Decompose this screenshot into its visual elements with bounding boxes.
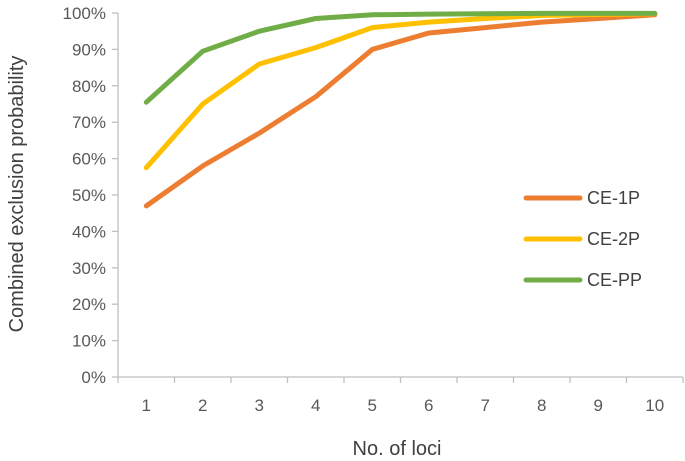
y-tick-label: 0%: [81, 368, 106, 387]
y-tick-label: 90%: [72, 40, 106, 59]
x-tick-label: 4: [311, 396, 320, 415]
y-tick-label: 60%: [72, 150, 106, 169]
y-tick-label: 100%: [63, 4, 106, 23]
y-axis-title: Combined exclusion probability: [6, 56, 28, 333]
x-axis-title: No. of loci: [353, 438, 442, 460]
x-tick-label: 2: [198, 396, 207, 415]
legend: CE-1P CE-2P CE-PP: [523, 188, 642, 290]
series-layer: [143, 10, 658, 209]
y-axis: 0% 10% 20% 30% 40% 50% 60% 70% 80% 90% 100%: [63, 4, 119, 387]
series-line-ce-2p: [143, 11, 658, 171]
series-line-ce-pp: [143, 10, 658, 105]
x-tick-label: 9: [594, 396, 603, 415]
y-tick-label: 70%: [72, 113, 106, 132]
x-tick-label: 1: [142, 396, 151, 415]
legend-label: CE-1P: [587, 188, 640, 208]
x-tick-label: 5: [368, 396, 377, 415]
x-tick-label: 6: [424, 396, 433, 415]
y-tick-label: 50%: [72, 186, 106, 205]
legend-label: CE-2P: [587, 229, 640, 249]
x-axis: 1 2 3 4 5 6 7 8 9 10: [117, 376, 684, 415]
series-line-ce-1p: [143, 12, 658, 209]
x-tick-label: 10: [645, 396, 664, 415]
x-tick-label: 8: [537, 396, 546, 415]
y-tick-label: 80%: [72, 77, 106, 96]
x-tick-label: 7: [481, 396, 490, 415]
y-tick-label: 40%: [72, 222, 106, 241]
y-tick-label: 10%: [72, 332, 106, 351]
y-tick-label: 20%: [72, 295, 106, 314]
legend-label: CE-PP: [587, 270, 642, 290]
x-tick-label: 3: [255, 396, 264, 415]
y-tick-label: 30%: [72, 259, 106, 278]
